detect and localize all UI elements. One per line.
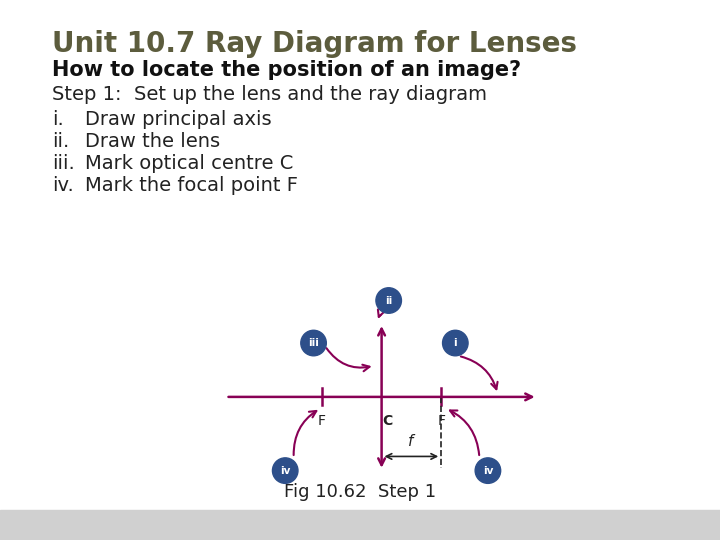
Text: i.: i. [52, 110, 64, 129]
Text: Mark optical centre C: Mark optical centre C [85, 154, 293, 173]
Circle shape [301, 330, 326, 356]
Text: iv: iv [280, 465, 290, 476]
Bar [0, 510, 720, 540]
Text: ii: ii [385, 295, 392, 306]
Text: C: C [382, 414, 392, 428]
Text: Draw the lens: Draw the lens [85, 132, 220, 151]
Text: iii: iii [308, 338, 319, 348]
Circle shape [475, 458, 500, 483]
Text: F: F [437, 414, 445, 428]
Text: Fig 10.62  Step 1: Fig 10.62 Step 1 [284, 483, 436, 501]
Text: ii.: ii. [52, 132, 69, 151]
Text: How to locate the position of an image?: How to locate the position of an image? [52, 60, 521, 80]
Text: iv: iv [482, 465, 493, 476]
Text: iv.: iv. [52, 176, 73, 195]
Text: Unit 10.7 Ray Diagram for Lenses: Unit 10.7 Ray Diagram for Lenses [52, 30, 577, 58]
Text: Draw principal axis: Draw principal axis [85, 110, 271, 129]
Text: i: i [454, 338, 457, 348]
Text: F: F [318, 414, 326, 428]
Circle shape [272, 458, 298, 483]
Text: Step 1:  Set up the lens and the ray diagram: Step 1: Set up the lens and the ray diag… [52, 85, 487, 104]
Text: Mark the focal point F: Mark the focal point F [85, 176, 298, 195]
Circle shape [443, 330, 468, 356]
Circle shape [376, 288, 402, 313]
Text: iii.: iii. [52, 154, 75, 173]
Text: $f$: $f$ [407, 433, 416, 449]
